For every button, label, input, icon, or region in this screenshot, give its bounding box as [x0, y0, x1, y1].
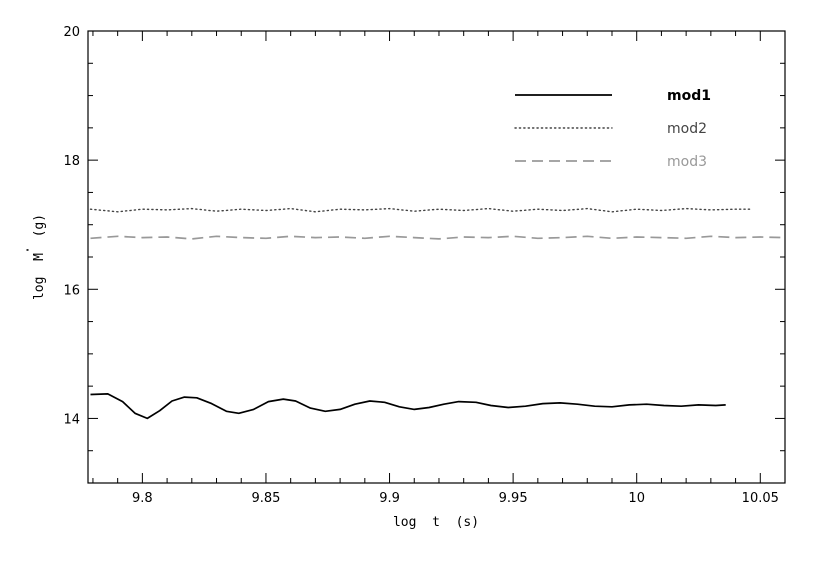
axis-ticks	[88, 30, 786, 484]
y-axis-label: log M (g)	[32, 214, 47, 300]
series-line-mod2	[89, 207, 752, 213]
x-tick-label: 9.8	[132, 491, 153, 506]
y-tick-label: 14	[63, 412, 80, 427]
x-tick-label: 9.95	[499, 491, 528, 506]
x-tick-label: 10	[628, 491, 645, 506]
series-line-mod3	[90, 235, 786, 240]
y-tick-label: 16	[63, 283, 80, 298]
x-tick-label: 10.05	[742, 491, 779, 506]
legend-label-mod3: mod3	[667, 154, 707, 170]
series-lines	[89, 207, 786, 420]
series-line-mod1	[90, 393, 726, 420]
y-tick-label: 20	[63, 25, 80, 40]
x-tick-label: 9.9	[379, 491, 400, 506]
x-axis-label: log t (s)	[393, 515, 479, 530]
legend-label-mod2: mod2	[667, 121, 707, 137]
legend: mod1 mod2 mod3	[514, 88, 711, 170]
legend-label-mod1: mod1	[667, 88, 711, 104]
y-tick-label: 18	[63, 154, 80, 169]
y-axis-label-group: log M (g) ·	[21, 214, 47, 300]
y-axis-label-dot: ·	[21, 246, 36, 254]
x-tick-label: 9.85	[251, 491, 280, 506]
tick-labels: 9.8 9.85 9.9 9.95 10 10.05 14 16 18 20	[63, 25, 778, 506]
